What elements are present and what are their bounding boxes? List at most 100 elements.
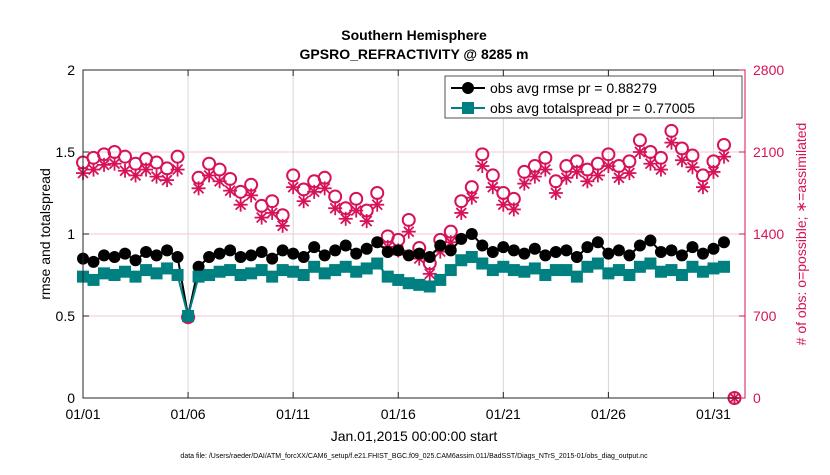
rmse-point <box>476 239 489 252</box>
assimilated-count-marker <box>254 210 269 225</box>
spread-point <box>87 273 100 286</box>
rmse-point <box>119 247 132 260</box>
spread-point <box>413 278 426 291</box>
assimilated-count-marker <box>286 180 301 195</box>
assimilated-count-marker <box>496 197 511 212</box>
possible-count-marker <box>212 162 227 177</box>
assimilated-count-marker <box>160 173 175 188</box>
spread-point <box>486 264 499 277</box>
possible-count-marker <box>265 194 280 209</box>
x-tick-label: 01/01 <box>65 406 100 422</box>
rmse-point <box>644 234 657 247</box>
rmse-point <box>612 244 625 257</box>
y-tick-label: 1.5 <box>56 144 76 160</box>
assimilated-count-marker <box>590 168 605 183</box>
chart-title: Southern Hemisphere <box>341 27 487 43</box>
assimilated-count-marker <box>538 162 553 177</box>
y-tick-label: 0 <box>67 390 75 406</box>
possible-count-marker <box>716 137 731 152</box>
assimilated-count-marker <box>685 160 700 175</box>
rmse-point <box>360 242 373 255</box>
spread-point <box>497 260 510 273</box>
spread-point <box>644 257 657 270</box>
spread-point <box>266 270 279 283</box>
possible-count-marker <box>401 212 416 227</box>
possible-count-marker <box>590 156 605 171</box>
y-tick-label-right: 2800 <box>753 62 784 78</box>
assimilated-count-marker <box>244 188 259 203</box>
rmse-point <box>203 250 216 263</box>
possible-count-marker <box>149 155 164 170</box>
spread-point <box>192 270 205 283</box>
assimilated-count-marker <box>359 214 374 229</box>
rmse-point <box>161 244 174 257</box>
rmse-point <box>707 242 720 255</box>
possible-count-marker <box>370 186 385 200</box>
spread-point <box>182 310 195 322</box>
rmse-point <box>402 249 415 262</box>
assimilated-count-marker <box>622 166 637 181</box>
rmse-point <box>507 244 520 257</box>
spread-point <box>518 265 531 278</box>
spread-point <box>140 264 153 277</box>
footnote: data file: /Users/raeder/DAI/ATM_forcXX/… <box>180 453 648 460</box>
spread-point <box>528 262 541 275</box>
possible-count-marker <box>664 123 679 138</box>
rmse-point <box>434 239 447 252</box>
spread-point <box>360 262 373 275</box>
rmse-point <box>518 247 531 260</box>
x-axis-label: Jan.01,2015 00:00:00 start <box>331 428 498 444</box>
rmse-point <box>696 247 709 260</box>
rmse-point <box>570 250 583 263</box>
assimilated-count-marker <box>307 184 322 199</box>
spread-point <box>686 260 699 273</box>
spread-point <box>129 270 142 283</box>
rmse-point <box>213 247 226 260</box>
rmse-point <box>413 247 426 260</box>
spread-point <box>570 270 583 283</box>
rmse-point <box>108 250 121 263</box>
rmse-point <box>192 260 205 273</box>
possible-count-marker <box>118 149 133 164</box>
y-tick-label: 2 <box>67 62 75 78</box>
assimilated-count-marker <box>559 170 574 185</box>
spread-point <box>234 269 247 281</box>
assimilated-count-marker <box>275 218 290 233</box>
y-tick-label-right: 700 <box>753 308 777 324</box>
rmse-point <box>591 236 604 249</box>
spread-point <box>602 267 615 280</box>
rmse-point <box>455 232 468 245</box>
assimilated-count-marker <box>265 205 280 220</box>
rmse-point <box>602 247 615 260</box>
spread-point <box>98 267 111 280</box>
spread-point <box>623 269 636 281</box>
spread-point <box>150 267 163 280</box>
y-tick-label-right: 1400 <box>753 226 784 242</box>
spread-point <box>612 264 625 277</box>
assimilated-count-marker <box>695 180 710 195</box>
x-tick-label: 01/11 <box>276 406 310 422</box>
data-marks <box>76 123 742 405</box>
spread-point <box>434 273 447 286</box>
spread-point <box>329 264 342 277</box>
assimilated-count-marker <box>454 205 469 220</box>
rmse-point <box>150 249 163 262</box>
spread-point <box>675 269 688 281</box>
rmse-point <box>381 246 394 259</box>
spread-point <box>318 267 331 280</box>
legend-rmse-marker <box>462 82 474 94</box>
y-axis-label: rmse and totalspread <box>37 168 53 300</box>
rmse-point <box>87 255 100 268</box>
spread-point <box>371 257 384 270</box>
assimilated-count-marker <box>233 197 248 212</box>
rmse-point <box>140 246 153 259</box>
spread-point <box>203 269 216 281</box>
rmse-point <box>329 244 342 257</box>
spread-point <box>171 269 184 281</box>
assimilated-count-marker <box>202 168 217 183</box>
rmse-point <box>654 246 667 259</box>
x-tick-label: 01/31 <box>696 406 731 422</box>
spread-point <box>717 260 730 273</box>
assimilated-count-marker <box>632 145 647 159</box>
assimilated-count-marker <box>475 159 490 174</box>
